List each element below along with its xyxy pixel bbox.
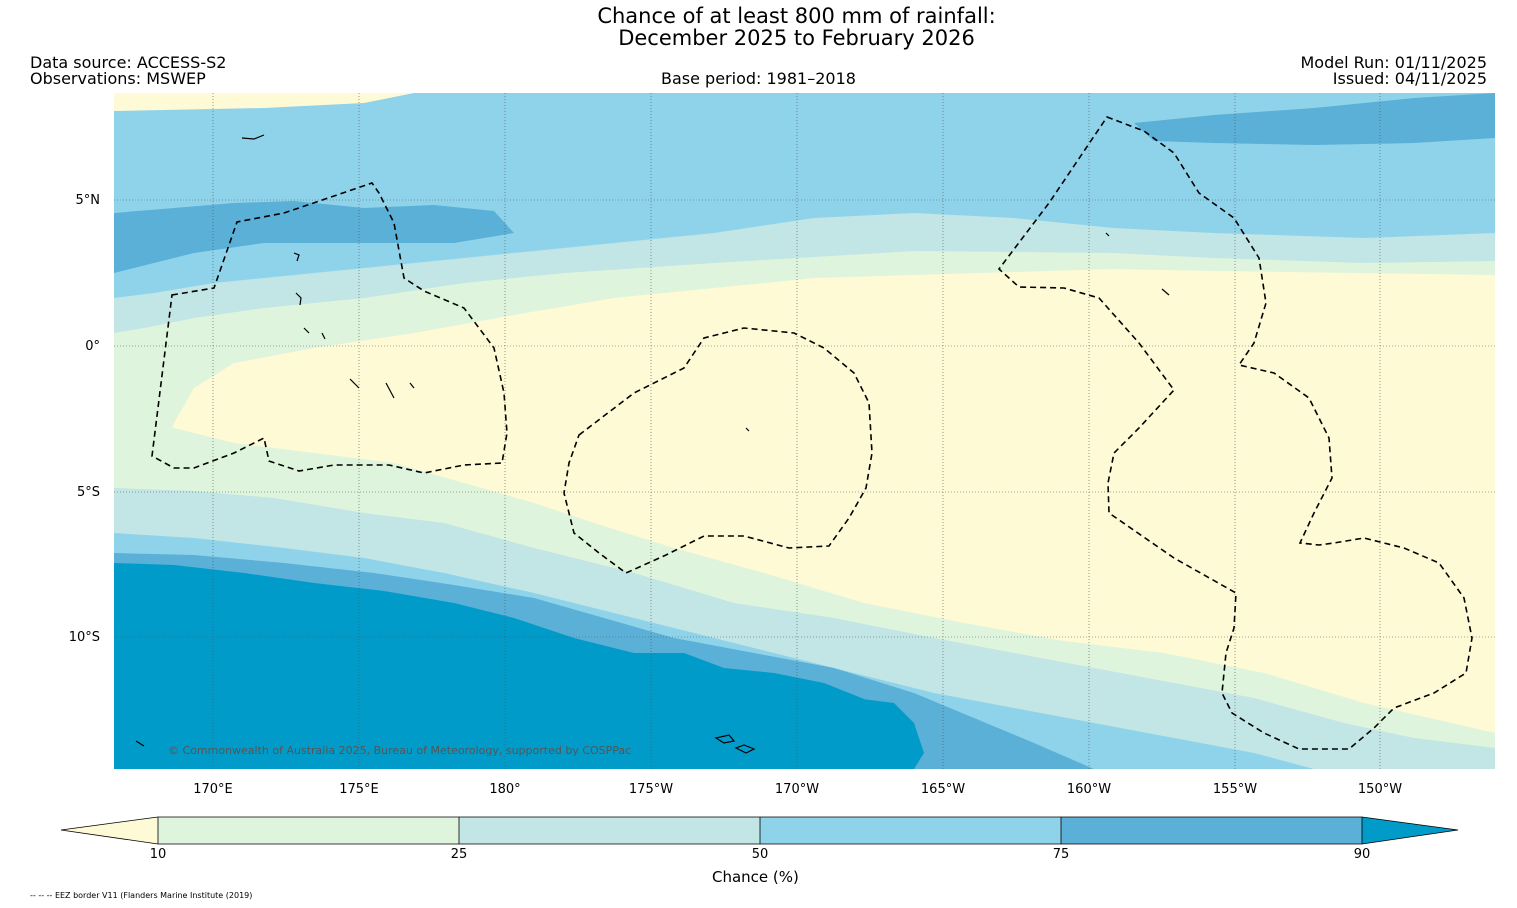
lon-label-175e: 175°E (339, 782, 379, 797)
title-line-1: Chance of at least 800 mm of rainfall: (597, 4, 996, 28)
issued-label: Issued: 04/11/2025 (1332, 69, 1487, 88)
band-south-gt90 (114, 563, 914, 769)
base-period-label: Base period: 1981–2018 (661, 69, 856, 88)
island-shape (349, 378, 360, 389)
colorbar-label: Chance (%) (712, 868, 799, 886)
graticule (114, 93, 1495, 769)
island-shape (135, 740, 145, 747)
lon-label-150w: 150°W (1357, 782, 1403, 797)
lon-label-180: 180° (489, 782, 521, 797)
lat-label-0: 0° (85, 339, 100, 354)
eez-borders (151, 116, 1473, 750)
colorbar-segment-25-50 (459, 817, 760, 844)
colorbar-tick-90: 90 (1353, 847, 1371, 862)
data-source-label: Data source: ACCESS-S2 (30, 53, 227, 72)
eez-border-west (151, 182, 508, 474)
island-shape (295, 292, 302, 306)
band-south-gt90-lobe (824, 698, 924, 769)
footnote: -- -- -- EEZ border V11 (Flanders Marine… (30, 891, 253, 900)
island-shape (714, 734, 736, 744)
lon-label-170w: 170°W (774, 782, 820, 797)
island-shape (385, 382, 395, 399)
lat-label-10s: 10°S (68, 630, 100, 645)
island-shape (734, 744, 756, 754)
colorbar-segment-gt90 (1362, 817, 1458, 844)
eez-border-east (997, 116, 1473, 750)
band-north-75-90 (114, 201, 514, 273)
lon-label-160w: 160°W (1066, 782, 1112, 797)
band-north-top-lt10 (114, 93, 414, 111)
island-shape (1161, 288, 1170, 296)
copyright-text: © Commonwealth of Australia 2025, Bureau… (168, 744, 631, 757)
colorbar-tick-50: 50 (751, 847, 769, 862)
eez-border-central (563, 327, 873, 574)
island-shape (409, 382, 415, 389)
island-shape (1105, 232, 1110, 237)
island-shape (241, 134, 265, 140)
colorbar-segment-lt10 (61, 817, 158, 844)
lat-label-5n: 5°N (75, 193, 101, 208)
lon-label-170e: 170°E (193, 782, 233, 797)
colorbar-tick-10: 10 (149, 847, 167, 862)
observations-label: Observations: MSWEP (30, 69, 206, 88)
lon-label-175w: 175°W (628, 782, 674, 797)
colorbar (60, 816, 1459, 845)
islands (135, 134, 1170, 754)
lat-label-5s: 5°S (76, 485, 100, 500)
colorbar-segment-50-75 (760, 817, 1061, 844)
island-shape (293, 252, 300, 262)
island-shape (303, 327, 310, 334)
rainfall-probability-map: © Commonwealth of Australia 2025, Bureau… (114, 93, 1495, 769)
island-shape (745, 427, 750, 432)
title-line-2: December 2025 to February 2026 (618, 26, 975, 50)
colorbar-tick-75: 75 (1052, 847, 1070, 862)
band-north-75-90-east (1134, 93, 1495, 145)
probability-bands (114, 93, 1495, 769)
colorbar-tick-25: 25 (450, 847, 468, 862)
band-north-50-75 (114, 93, 1495, 298)
colorbar-segment-10-25 (158, 817, 459, 844)
lon-label-155w: 155°W (1212, 782, 1258, 797)
lon-label-165w: 165°W (920, 782, 966, 797)
island-shape (321, 332, 326, 340)
model-run-label: Model Run: 01/11/2025 (1300, 53, 1488, 72)
colorbar-segment-75-90 (1061, 817, 1362, 844)
